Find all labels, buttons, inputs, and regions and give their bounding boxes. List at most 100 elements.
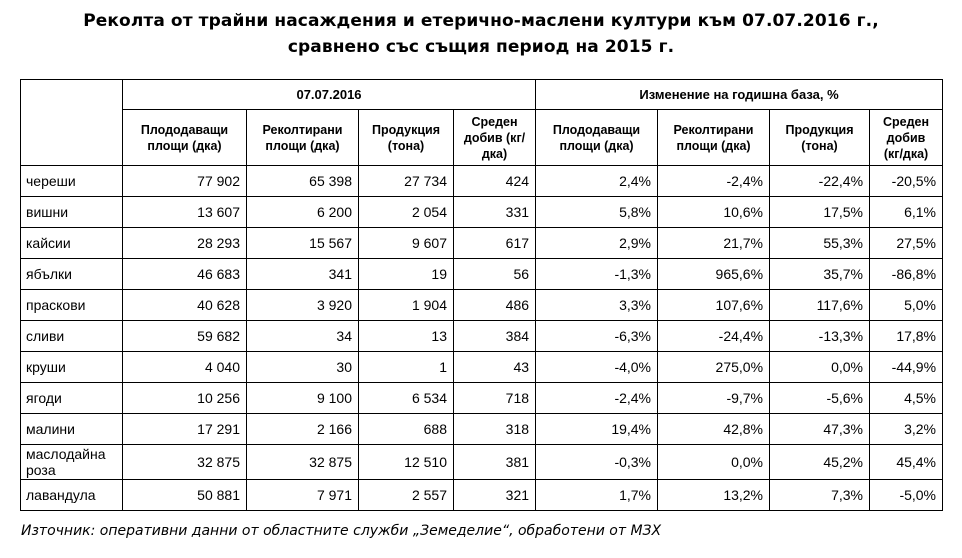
value-cell: 3,2% bbox=[869, 413, 944, 445]
value-cell: 12 510 bbox=[358, 444, 454, 480]
sub-header-row: Плододаващи площи (дка) Реколтирани площ… bbox=[21, 109, 944, 166]
value-cell: -22,4% bbox=[769, 165, 871, 197]
value-cell: 34 bbox=[246, 320, 359, 352]
value-cell: 9 607 bbox=[358, 227, 454, 259]
value-cell: 5,8% bbox=[535, 196, 659, 228]
value-cell: 10,6% bbox=[657, 196, 771, 228]
title-line-2: сравнено със същия период на 2015 г. bbox=[287, 37, 675, 57]
value-cell: -20,5% bbox=[869, 165, 944, 197]
crop-name-cell: маслодайна роза bbox=[20, 444, 123, 480]
crop-name-cell: вишни bbox=[20, 196, 123, 228]
value-cell: 19,4% bbox=[535, 413, 659, 445]
value-cell: 2 557 bbox=[358, 479, 454, 511]
value-cell: 0,0% bbox=[657, 444, 771, 480]
value-cell: -4,0% bbox=[535, 351, 659, 383]
table-row: ябълки 46 683 341 19 56 -1,3% 965,6% 35,7% -86,8… bbox=[20, 258, 944, 290]
value-cell: 45,2% bbox=[769, 444, 871, 480]
value-cell: 718 bbox=[452, 382, 537, 414]
value-cell: 35,7% bbox=[769, 258, 871, 290]
table-row: сливи 59 682 34 13 384 -6,3% -24,4% -13,3% 17,8% bbox=[20, 320, 944, 352]
value-cell: -1,3% bbox=[535, 258, 659, 290]
value-cell: 4,5% bbox=[869, 382, 944, 414]
crop-header-cell bbox=[20, 79, 123, 166]
value-cell: -5,6% bbox=[769, 382, 871, 414]
crop-name-cell: кайсии bbox=[20, 227, 123, 259]
value-cell: 30 bbox=[246, 351, 359, 383]
value-cell: 17,8% bbox=[869, 320, 944, 352]
value-cell: 10 256 bbox=[122, 382, 247, 414]
value-cell: 56 bbox=[452, 258, 537, 290]
value-cell: 424 bbox=[452, 165, 537, 197]
value-cell: 27,5% bbox=[869, 227, 944, 259]
crop-name-cell: ябълки bbox=[20, 258, 123, 290]
value-cell: 45,4% bbox=[869, 444, 944, 480]
value-cell: -2,4% bbox=[535, 382, 659, 414]
value-cell: -24,4% bbox=[657, 320, 771, 352]
group-header-change: Изменение на годишна база, % bbox=[535, 79, 944, 110]
value-cell: 4 040 bbox=[122, 351, 247, 383]
value-cell: 3,3% bbox=[535, 289, 659, 321]
col-header: Среден добив (кг/дка) bbox=[869, 109, 944, 166]
value-cell: 318 bbox=[452, 413, 537, 445]
value-cell: 65 398 bbox=[246, 165, 359, 197]
value-cell: -5,0% bbox=[869, 479, 944, 511]
value-cell: 15 567 bbox=[246, 227, 359, 259]
title-line-1: Реколта от трайни насаждения и етерично-… bbox=[83, 11, 879, 31]
table-row: лавандула 50 881 7 971 2 557 321 1,7% 13,2% 7,3… bbox=[20, 479, 944, 511]
value-cell: 1 bbox=[358, 351, 454, 383]
col-header: Плододаващи площи (дка) bbox=[535, 109, 659, 166]
crop-name-cell: череши bbox=[20, 165, 123, 197]
value-cell: 384 bbox=[452, 320, 537, 352]
value-cell: 77 902 bbox=[122, 165, 247, 197]
value-cell: -86,8% bbox=[869, 258, 944, 290]
value-cell: 43 bbox=[452, 351, 537, 383]
col-header: Продукция (тона) bbox=[358, 109, 454, 166]
value-cell: 275,0% bbox=[657, 351, 771, 383]
table-row: ягоди 10 256 9 100 6 534 718 -2,4% -9,7% -5,6% 4… bbox=[20, 382, 944, 414]
value-cell: 1,7% bbox=[535, 479, 659, 511]
value-cell: 7 971 bbox=[246, 479, 359, 511]
source-note: Източник: оперативни данни от областните… bbox=[21, 523, 662, 539]
value-cell: 17,5% bbox=[769, 196, 871, 228]
value-cell: 0,0% bbox=[769, 351, 871, 383]
value-cell: 321 bbox=[452, 479, 537, 511]
value-cell: 27 734 bbox=[358, 165, 454, 197]
value-cell: 2,4% bbox=[535, 165, 659, 197]
value-cell: 50 881 bbox=[122, 479, 247, 511]
value-cell: 107,6% bbox=[657, 289, 771, 321]
group-header-date: 07.07.2016 bbox=[121, 79, 537, 110]
value-cell: -2,4% bbox=[657, 165, 771, 197]
crop-name-cell: праскови bbox=[20, 289, 123, 321]
value-cell: 7,3% bbox=[769, 479, 871, 511]
value-cell: 17 291 bbox=[122, 413, 247, 445]
harvest-table: 07.07.2016 Изменение на годишна база, % … bbox=[20, 79, 944, 511]
value-cell: 46 683 bbox=[122, 258, 247, 290]
crop-name-cell: круши bbox=[20, 351, 123, 383]
value-cell: 47,3% bbox=[769, 413, 871, 445]
value-cell: 9 100 bbox=[246, 382, 359, 414]
value-cell: -0,3% bbox=[535, 444, 659, 480]
col-header: Плододаващи площи (дка) bbox=[122, 109, 247, 166]
value-cell: 13,2% bbox=[657, 479, 771, 511]
value-cell: 28 293 bbox=[122, 227, 247, 259]
value-cell: 341 bbox=[246, 258, 359, 290]
value-cell: 42,8% bbox=[657, 413, 771, 445]
value-cell: 19 bbox=[358, 258, 454, 290]
value-cell: 13 607 bbox=[122, 196, 247, 228]
value-cell: 2 054 bbox=[358, 196, 454, 228]
value-cell: 40 628 bbox=[122, 289, 247, 321]
table-row: кайсии 28 293 15 567 9 607 617 2,9% 21,7% 55,3%… bbox=[20, 227, 944, 259]
value-cell: 21,7% bbox=[657, 227, 771, 259]
value-cell: 32 875 bbox=[122, 444, 247, 480]
value-cell: 617 bbox=[452, 227, 537, 259]
value-cell: 5,0% bbox=[869, 289, 944, 321]
value-cell: -13,3% bbox=[769, 320, 871, 352]
value-cell: 55,3% bbox=[769, 227, 871, 259]
crop-name-cell: лавандула bbox=[20, 479, 123, 511]
col-header: Среден добив (кг/дка) bbox=[452, 109, 537, 166]
col-header: Продукция (тона) bbox=[769, 109, 871, 166]
table-row: череши 77 902 65 398 27 734 424 2,4% -2,4% -22,… bbox=[20, 165, 944, 197]
value-cell: 1 904 bbox=[358, 289, 454, 321]
value-cell: -44,9% bbox=[869, 351, 944, 383]
value-cell: 32 875 bbox=[246, 444, 359, 480]
